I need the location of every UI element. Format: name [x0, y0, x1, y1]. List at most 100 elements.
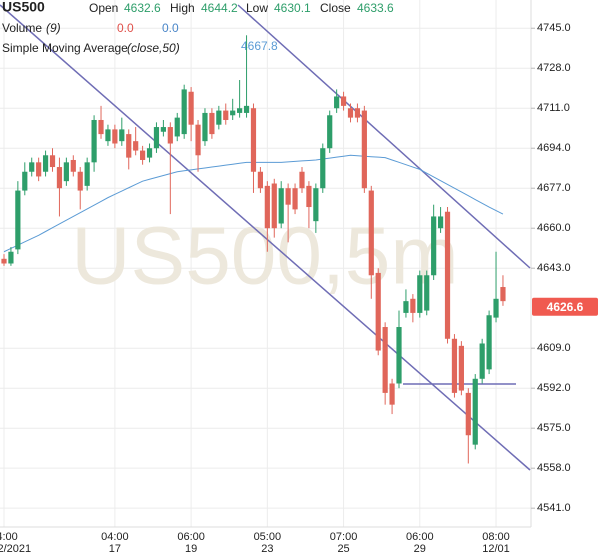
candle-body — [112, 129, 118, 144]
candle-body — [382, 327, 388, 393]
candle-body — [223, 110, 229, 120]
x-date-label: 11/12/2021 — [0, 543, 31, 555]
sma-label: Simple Moving Average — [2, 41, 128, 55]
candle-body — [29, 162, 35, 172]
candle-body — [396, 327, 402, 384]
x-tick-label: 08:00 — [482, 531, 510, 543]
ohlc-label: High — [170, 1, 195, 15]
candle-body — [444, 211, 451, 339]
volume-label: Volume — [2, 21, 42, 35]
candle-body — [320, 148, 326, 189]
candle-body — [347, 108, 354, 118]
candle-body — [202, 112, 208, 142]
volume-value: 0.0 — [117, 21, 134, 35]
candle-body — [264, 185, 270, 229]
ohlc-label: Low — [246, 1, 268, 15]
candle-body — [278, 188, 284, 224]
y-tick-label: 4558.0 — [537, 462, 571, 474]
candle-body — [77, 171, 83, 191]
candle-body — [299, 171, 305, 189]
annotation: 4667.8 — [241, 39, 278, 53]
candle-body — [243, 105, 250, 113]
candle-body — [230, 110, 236, 116]
candle-body — [424, 275, 430, 311]
x-date-label: 29 — [414, 543, 426, 555]
candle-body — [375, 272, 381, 351]
candle-body — [188, 91, 194, 125]
candle-body — [417, 275, 423, 313]
candle-body — [216, 110, 222, 125]
ohlc-label: Open — [89, 1, 118, 15]
candle-body — [431, 216, 437, 276]
candle-body — [451, 338, 458, 393]
x-tick-label: 06:00 — [406, 531, 434, 543]
y-tick-label: 4660.0 — [537, 222, 571, 234]
y-tick-label: 4711.0 — [537, 102, 570, 114]
candle-body — [486, 315, 492, 370]
volume-value: 0.0 — [162, 21, 179, 35]
y-tick-label: 4694.0 — [537, 142, 571, 154]
candle-body — [22, 171, 28, 191]
candle-body — [437, 216, 444, 229]
symbol: US500 — [2, 0, 45, 15]
candle-body — [84, 162, 90, 186]
y-tick-label: 4745.0 — [537, 22, 571, 34]
sma-param: (close,50) — [127, 41, 180, 55]
candle-body — [8, 251, 14, 264]
candle-body — [91, 119, 97, 163]
y-tick-label: 4592.0 — [537, 382, 571, 394]
candle-body — [465, 392, 471, 436]
y-tick-label: 4609.0 — [537, 342, 571, 354]
ohlc-value: 4630.1 — [274, 1, 311, 15]
candle-body — [493, 298, 499, 318]
x-tick-label: 04:00 — [101, 531, 129, 543]
candle-body — [334, 96, 340, 109]
candle-body — [181, 89, 187, 135]
x-tick-label: 05:00 — [254, 531, 282, 543]
candle-body — [306, 185, 312, 208]
y-tick-label: 4541.0 — [537, 502, 571, 514]
candle-body — [42, 155, 49, 172]
x-date-label: 23 — [261, 543, 273, 555]
ohlc-value: 4632.6 — [124, 1, 161, 15]
candle-body — [285, 188, 291, 205]
candle-body — [133, 141, 139, 151]
candle-body — [140, 150, 146, 160]
y-tick-label: 4728.0 — [537, 62, 571, 74]
x-date-label: 12/01 — [482, 543, 510, 555]
candle-body — [340, 96, 347, 106]
candle-body — [271, 183, 277, 229]
candle-body — [146, 148, 153, 158]
candle-body — [119, 129, 125, 142]
candle-body — [70, 159, 76, 172]
candle-body — [56, 167, 63, 189]
candle-body — [126, 134, 132, 158]
candle-body — [36, 162, 42, 177]
candle-body — [250, 108, 257, 172]
candle-body — [313, 188, 319, 222]
candle-body — [1, 258, 7, 264]
candle-body — [472, 378, 478, 445]
trend-line — [237, 4, 531, 269]
ohlc-value: 4644.2 — [201, 1, 238, 15]
candle-body — [292, 188, 298, 210]
candle-body — [98, 119, 104, 135]
candle-body — [15, 190, 21, 250]
candle-body — [458, 345, 464, 391]
candle-body — [327, 115, 333, 149]
x-tick-label: 06:00 — [177, 531, 205, 543]
x-date-label: 17 — [109, 543, 121, 555]
candle-body — [105, 129, 111, 142]
price-label-box — [532, 297, 598, 316]
volume-param: (9) — [46, 21, 61, 35]
candle-body — [195, 124, 201, 156]
candle-body — [410, 298, 416, 313]
y-tick-label: 4643.0 — [537, 262, 571, 274]
candle-body — [209, 112, 215, 135]
candle-body — [257, 171, 264, 189]
candle-body — [63, 162, 69, 182]
trend-line — [0, 4, 531, 471]
x-date-label: 19 — [185, 543, 197, 555]
candle-body — [174, 117, 180, 137]
candle-body — [153, 127, 160, 149]
